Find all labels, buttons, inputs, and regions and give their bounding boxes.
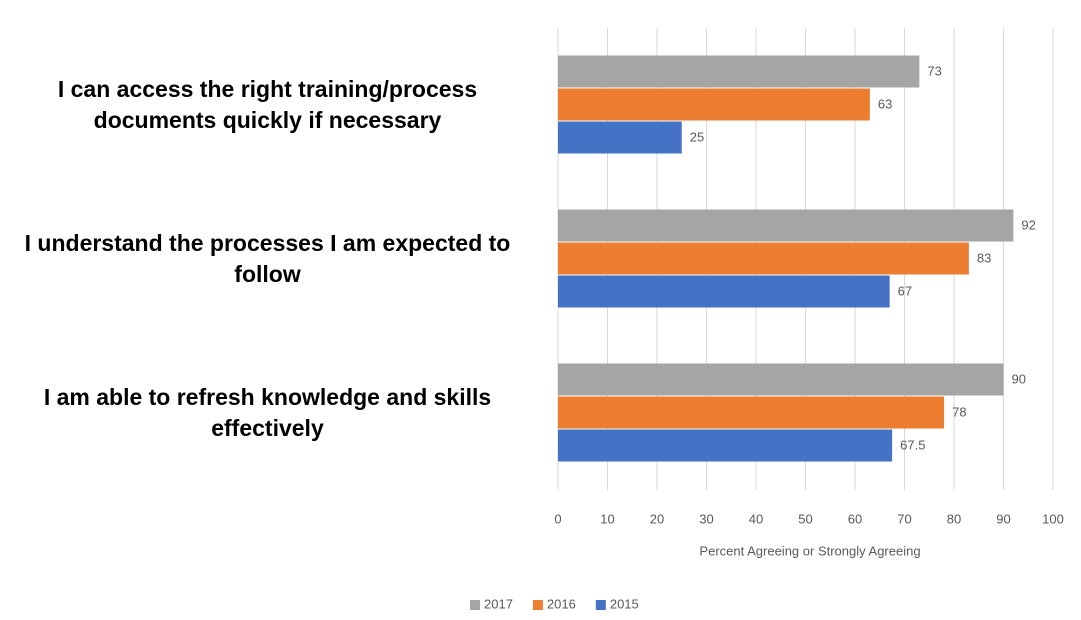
x-tick-label: 80 bbox=[947, 511, 961, 526]
bar bbox=[558, 55, 920, 88]
bar bbox=[558, 121, 682, 154]
category-label: I am able to refresh knowledge and skill… bbox=[43, 384, 492, 441]
x-axis-label: Percent Agreeing or Strongly Agreeing bbox=[699, 543, 920, 558]
category-label: I can access the right training/process … bbox=[57, 76, 478, 133]
value-label: 90 bbox=[1012, 371, 1026, 386]
value-label: 83 bbox=[977, 250, 991, 265]
value-label: 92 bbox=[1021, 217, 1035, 232]
bar bbox=[558, 242, 969, 275]
x-tick-label: 70 bbox=[897, 511, 911, 526]
bar bbox=[558, 88, 870, 121]
value-label: 73 bbox=[927, 63, 941, 78]
x-tick-label: 0 bbox=[554, 511, 561, 526]
value-label: 25 bbox=[690, 129, 704, 144]
x-tick-label: 20 bbox=[650, 511, 664, 526]
x-tick-label: 50 bbox=[798, 511, 812, 526]
x-tick-label: 30 bbox=[699, 511, 713, 526]
value-label: 67.5 bbox=[900, 437, 925, 452]
bar bbox=[558, 275, 890, 308]
value-label: 63 bbox=[878, 96, 892, 111]
value-label: 67 bbox=[898, 283, 912, 298]
legend-label: 2015 bbox=[610, 596, 639, 611]
x-tick-label: 40 bbox=[749, 511, 763, 526]
value-label: 78 bbox=[952, 404, 966, 419]
x-tick-label: 10 bbox=[600, 511, 614, 526]
bar bbox=[558, 396, 945, 429]
x-tick-label: 90 bbox=[996, 511, 1010, 526]
legend-label: 2017 bbox=[484, 596, 513, 611]
bar bbox=[558, 363, 1004, 396]
bar bbox=[558, 429, 893, 462]
x-tick-label: 100 bbox=[1042, 511, 1064, 526]
legend-label: 2016 bbox=[547, 596, 576, 611]
legend-swatch bbox=[532, 600, 543, 610]
bar bbox=[558, 209, 1014, 242]
legend-swatch bbox=[595, 600, 606, 610]
legend-swatch bbox=[470, 600, 480, 610]
category-label: I understand the processes I am expected… bbox=[24, 230, 511, 287]
x-tick-label: 60 bbox=[848, 511, 862, 526]
